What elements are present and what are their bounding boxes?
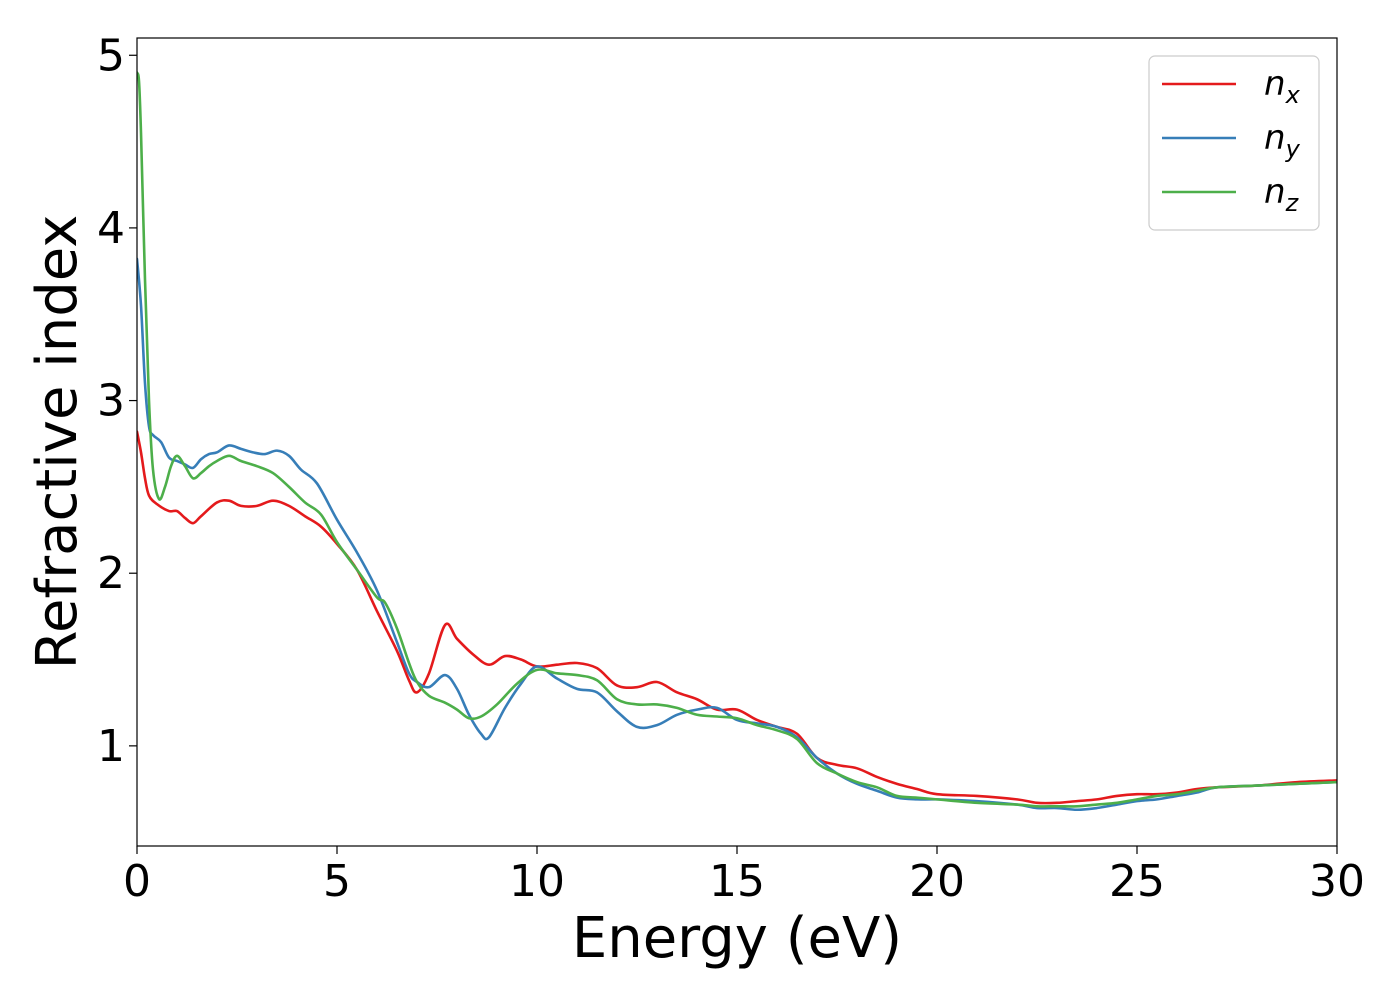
x-tick-label: 20 [909,856,965,907]
x-tick-label: 5 [323,856,351,907]
legend: nx ny nz [1148,55,1320,231]
legend-label-n-y: ny [1264,118,1301,163]
legend-label-n-x: nx [1264,64,1301,109]
y-tick-label: 1 [97,721,125,772]
series-layer [137,71,1337,812]
y-tick-label: 4 [97,203,125,254]
x-axis: 0 5 10 15 20 25 30 [123,846,1365,907]
x-tick-label: 0 [123,856,151,907]
x-tick-label: 10 [509,856,565,907]
series-line-n-z [137,71,1337,808]
y-tick-label: 2 [97,548,125,599]
legend-label-n-z: nz [1264,172,1300,217]
series-line-n-x [137,430,1337,805]
legend-box [1148,55,1320,231]
x-tick-label: 25 [1109,856,1165,907]
y-tick-label: 3 [97,376,125,427]
x-tick-label: 15 [709,856,765,907]
x-axis-title: Energy (eV) [572,906,902,971]
y-axis: 1 2 3 4 5 [97,30,137,772]
y-tick-label: 5 [97,30,125,81]
x-tick-label: 30 [1309,856,1365,907]
series-line-n-y [137,257,1337,812]
y-axis-title: Refractive index [25,215,90,670]
